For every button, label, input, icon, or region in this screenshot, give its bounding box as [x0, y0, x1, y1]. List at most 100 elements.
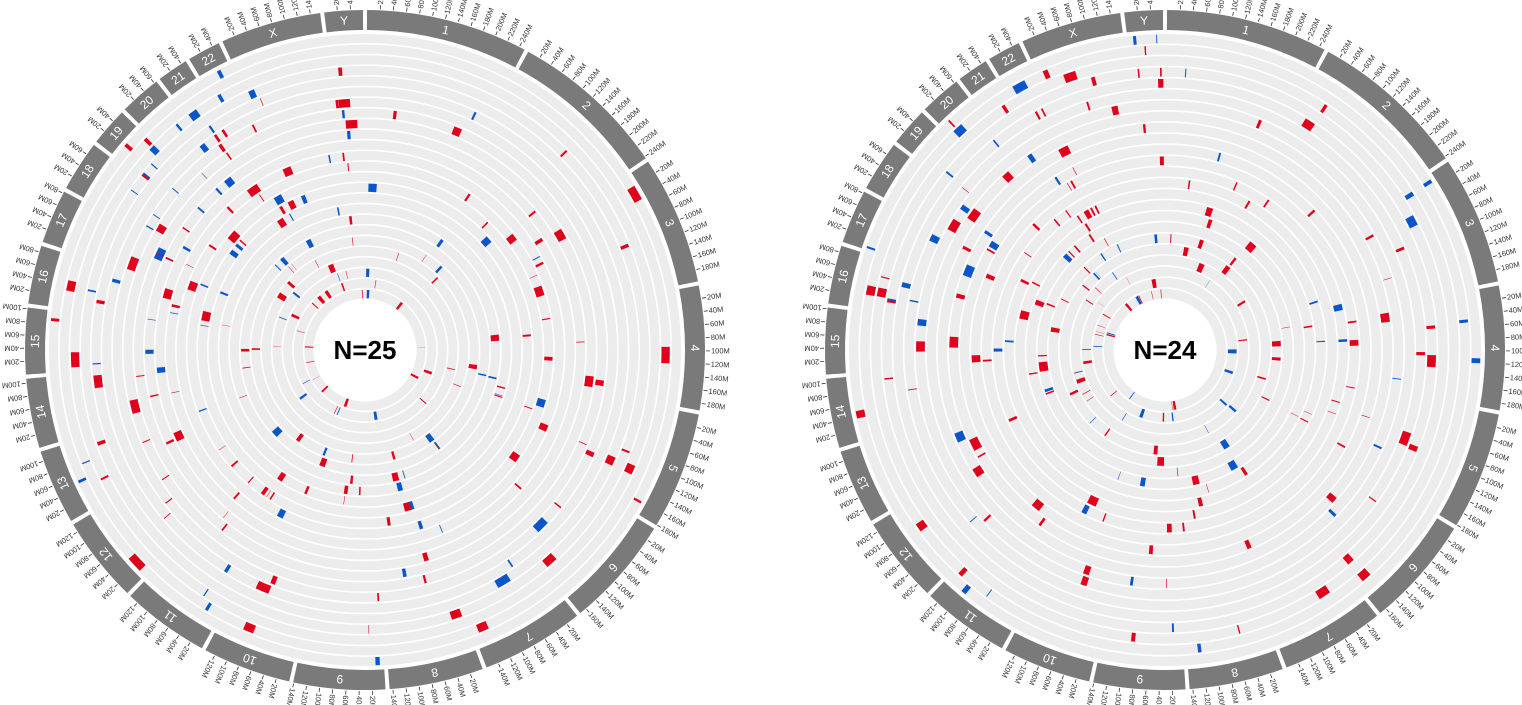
cnv-gain-segment — [1063, 70, 1078, 84]
tick-label: 240M — [1318, 23, 1335, 44]
tick-mark — [60, 509, 64, 513]
cnv-gain-segment — [1281, 326, 1290, 329]
tick-label: 80M — [7, 393, 23, 404]
cnv-gain-segment — [1138, 295, 1143, 304]
cnv-loss-segment — [1184, 68, 1187, 78]
track-ring — [848, 33, 1482, 667]
cnv-loss-segment — [366, 268, 370, 278]
tick-mark — [830, 435, 835, 437]
cnv-loss-segment — [341, 109, 345, 119]
cnv-gain-segment — [419, 397, 427, 405]
cnv-gain-segment — [496, 385, 506, 390]
tick-mark — [96, 564, 101, 568]
tick-label: 40M — [665, 170, 682, 185]
track-ring — [219, 204, 511, 496]
tick-mark — [270, 18, 272, 23]
tick-mark — [967, 66, 970, 71]
cnv-loss-segment — [188, 109, 201, 122]
tick-label: 120M — [509, 661, 525, 682]
cnv-gain-segment — [915, 519, 928, 532]
cnv-gain-segment — [1271, 357, 1281, 361]
tick-label: 120M — [1479, 488, 1500, 504]
tick-mark — [73, 531, 78, 535]
cnv-gain-segment — [1204, 206, 1214, 218]
cnv-gain-segment — [533, 285, 545, 298]
cnv-loss-segment — [336, 207, 340, 216]
cnv-gain-segment — [312, 375, 321, 380]
track-ring — [937, 122, 1393, 578]
cnv-loss-segment — [1373, 443, 1382, 450]
cnv-gain-segment — [259, 194, 265, 202]
tick-label: 20M — [53, 162, 70, 177]
cnv-loss-segment — [1422, 179, 1433, 188]
tick-mark — [1455, 169, 1460, 173]
tick-mark — [68, 173, 72, 177]
cnv-loss-segment — [373, 183, 376, 193]
cnv-loss-segment — [1027, 153, 1037, 164]
chromosome-segment-17 — [42, 191, 82, 249]
cnv-gain-segment — [1349, 339, 1359, 346]
track-ring — [229, 214, 501, 486]
cnv-gain-segment — [1170, 234, 1172, 243]
tick-label: 80M — [1126, 694, 1136, 705]
tick-label: 40M — [708, 305, 724, 316]
cnv-gain-segment — [287, 281, 296, 289]
tick-label: 120M — [200, 658, 216, 679]
tick-label: 20M — [1022, 15, 1036, 32]
chromosome-segment-8 — [1188, 650, 1283, 690]
cnv-gain-segment — [422, 574, 427, 584]
tick-mark — [1496, 268, 1501, 270]
cnv-gain-segment — [1038, 354, 1047, 357]
cnv-gain-segment — [1082, 390, 1091, 395]
tick-mark — [52, 202, 57, 206]
tick-mark — [685, 465, 690, 468]
tick-mark — [1024, 661, 1027, 666]
cnv-gain-segment — [554, 229, 566, 242]
tick-label: 60M — [403, 0, 414, 7]
tick-mark — [130, 96, 134, 100]
tick-label: 40M — [1356, 634, 1372, 651]
cnv-gain-segment — [128, 553, 146, 571]
cnv-gain-segment — [319, 457, 328, 468]
tick-mark — [305, 685, 307, 690]
cnv-gain-segment — [347, 163, 350, 172]
cnv-gain-segment — [317, 295, 326, 304]
tick-mark — [1095, 11, 1098, 16]
tick-label: 180M — [1506, 400, 1522, 412]
tick-mark — [224, 661, 227, 666]
tick-label: 100M — [274, 0, 287, 15]
tick-label: 60M — [1361, 53, 1377, 70]
track-ring — [1026, 211, 1304, 489]
tick-mark — [1429, 132, 1433, 136]
track-ring — [904, 89, 1426, 611]
cnv-loss-segment — [1093, 272, 1101, 281]
tick-mark — [236, 666, 239, 671]
cnv-gain-segment — [661, 346, 670, 364]
tick-mark — [830, 263, 836, 265]
cnv-gain-segment — [1192, 509, 1196, 519]
tick-label: 140M — [1492, 232, 1513, 246]
tick-mark — [629, 132, 633, 136]
tick-label: 40M — [95, 104, 112, 120]
chromosome-segment-8 — [388, 650, 483, 690]
chromosome-segment-6 — [567, 518, 655, 614]
cnv-gain-segment — [351, 237, 354, 246]
tick-mark — [1036, 666, 1039, 671]
tick-mark — [640, 550, 644, 554]
tick-label: 60M — [882, 564, 899, 580]
cnv-gain-segment — [1240, 466, 1248, 476]
cnv-gain-segment — [186, 264, 194, 269]
cnv-gain-segment — [1197, 497, 1204, 507]
tick-mark — [701, 297, 707, 299]
cnv-loss-segment — [532, 517, 548, 533]
track-ring — [208, 193, 522, 507]
cnv-gain-segment — [1331, 399, 1340, 403]
tick-mark — [860, 509, 864, 513]
tick-label: 80M — [1372, 61, 1388, 78]
tick-mark — [25, 409, 30, 411]
tick-label: 40M — [1145, 0, 1155, 5]
cnv-gain-segment — [1342, 553, 1354, 565]
cnv-gain-segment — [1034, 299, 1045, 308]
tick-label: 80M — [572, 61, 588, 78]
cnv-gain-segment — [343, 398, 349, 408]
